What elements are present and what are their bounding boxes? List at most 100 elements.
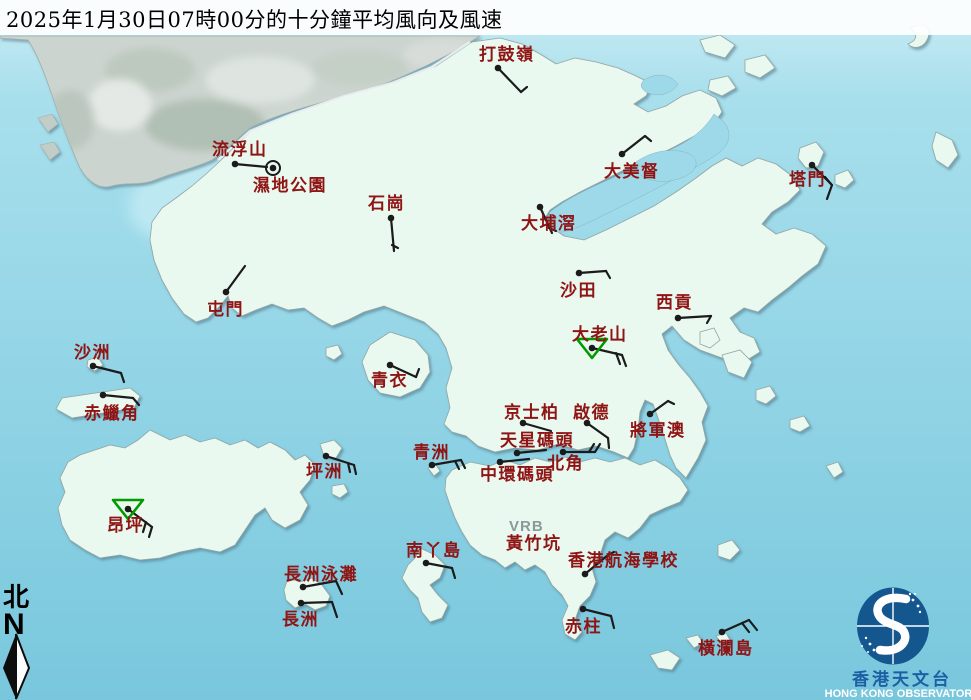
- wind-barb: [581, 607, 613, 618]
- station-label: 沙洲: [74, 343, 111, 363]
- land-po-toi-1: [649, 649, 681, 671]
- station-label: 流浮山: [212, 139, 268, 160]
- station-dot: [231, 160, 239, 168]
- station-label: 天星碼頭: [500, 431, 574, 451]
- station-label: 打鼓嶺: [479, 44, 535, 65]
- station: 香港航海學校: [568, 550, 678, 578]
- station: 黃竹坑: [505, 533, 560, 554]
- land-tsing-yi: [361, 331, 431, 398]
- station: 赤柱: [565, 605, 616, 637]
- wind-barb: [91, 364, 123, 375]
- wind-barb: [324, 454, 356, 467]
- wind-barb: [643, 134, 653, 143]
- wind-barb: [131, 396, 141, 407]
- land-double-haven-2: [744, 54, 776, 79]
- land-double-haven-1: [699, 34, 736, 59]
- station-dot: [89, 362, 97, 370]
- wind-barb: [705, 314, 713, 325]
- station: 沙田: [560, 269, 612, 301]
- land-bluff-island: [789, 415, 811, 433]
- wind-barb: [620, 353, 628, 368]
- station: 流浮山: [212, 139, 269, 169]
- border-river: [217, 40, 471, 161]
- wind-barb: [119, 371, 126, 384]
- wind-barb: [515, 448, 548, 455]
- station-label: 南丫島: [406, 540, 462, 561]
- station: 長洲: [282, 599, 339, 630]
- station: 塔門: [789, 161, 834, 201]
- station-dot: [322, 452, 330, 460]
- wind-barb: [450, 566, 457, 580]
- wind-barb: [823, 175, 833, 186]
- station-label: 大老山: [572, 324, 628, 345]
- stations-layer: 打鼓嶺流浮山濕地公園石崗 大美督 塔門大埔滘沙田西貢 屯門沙洲赤鱲角 青衣 大老山京士柏啟…: [74, 44, 834, 659]
- station: 赤鱲角: [84, 391, 141, 424]
- station-dot: [99, 391, 107, 399]
- station-label: 石崗: [367, 194, 405, 214]
- hko-logo: 香港天文台 HONG KONG OBSERVATORY: [825, 587, 971, 700]
- station-dot: [422, 559, 430, 567]
- wind-barb: [388, 363, 418, 379]
- land-ping-chau: [931, 131, 959, 169]
- wind-barb: [346, 461, 352, 474]
- wind-barb: [430, 458, 463, 467]
- wind-barb: [459, 458, 467, 470]
- land-grass-island: [834, 169, 855, 189]
- station-label: 青衣: [371, 370, 408, 391]
- land-hei-ling-chau: [331, 483, 349, 499]
- station-dot: [646, 410, 654, 418]
- wind-barb: [498, 457, 531, 464]
- station: 將軍澳: [630, 399, 684, 441]
- station-label: 昂坪: [107, 516, 144, 536]
- starling-inlet: [641, 74, 679, 95]
- station-label: 長洲泳灘: [284, 564, 358, 585]
- station: 沙洲: [74, 343, 126, 384]
- map-title: 2025年1月30日07時00分的十分鐘平均風向及風速: [6, 8, 503, 32]
- station-dot: [496, 458, 504, 466]
- station-label: 長洲: [282, 610, 319, 630]
- station: 中環碼頭: [480, 457, 554, 485]
- wind-barb: [666, 399, 676, 406]
- station-label: 沙田: [560, 281, 597, 301]
- station-dot: [387, 214, 395, 222]
- wind-barb: [587, 442, 596, 454]
- wind-barb: [414, 367, 421, 379]
- station: 天星碼頭: [500, 431, 574, 457]
- plover-cove: [635, 150, 697, 182]
- wind-barb: [740, 621, 751, 634]
- station: 打鼓嶺: [479, 44, 535, 94]
- station: 青洲: [413, 442, 467, 471]
- station-dot: [386, 361, 394, 369]
- vrb-label: VRB: [509, 518, 544, 535]
- hong-kong-land: [55, 24, 959, 671]
- wind-barb: [604, 269, 612, 280]
- station-label: 北角: [547, 453, 584, 474]
- land-tap-mun: [797, 141, 825, 169]
- wind-barb: [147, 525, 154, 539]
- station-dot: [536, 203, 544, 211]
- wind-barb: [606, 550, 616, 557]
- station-label: 中環碼頭: [480, 464, 554, 485]
- station-label: 赤柱: [565, 616, 602, 637]
- wind-barb: [614, 351, 622, 366]
- land-jin-island: [755, 385, 777, 405]
- station: 青衣: [371, 361, 421, 391]
- station-label: 啟德: [573, 402, 610, 423]
- land-double-haven-3: [707, 75, 737, 97]
- station: 西貢: [656, 293, 713, 325]
- station-dot: [581, 570, 589, 578]
- station-label: 赤鱲角: [84, 403, 140, 424]
- station-label: 塔門: [789, 169, 826, 190]
- needle-left: [3, 634, 16, 699]
- station: 濕地公園: [253, 160, 327, 196]
- wind-barb: [593, 442, 602, 454]
- land-shelter-island: [699, 327, 721, 349]
- wind-barb: [521, 421, 553, 433]
- station-dot: [428, 461, 436, 469]
- station: 京士柏: [504, 402, 558, 433]
- wind-barb: [676, 314, 713, 320]
- wind-barb: [141, 520, 148, 534]
- station-label: 濕地公園: [253, 175, 327, 196]
